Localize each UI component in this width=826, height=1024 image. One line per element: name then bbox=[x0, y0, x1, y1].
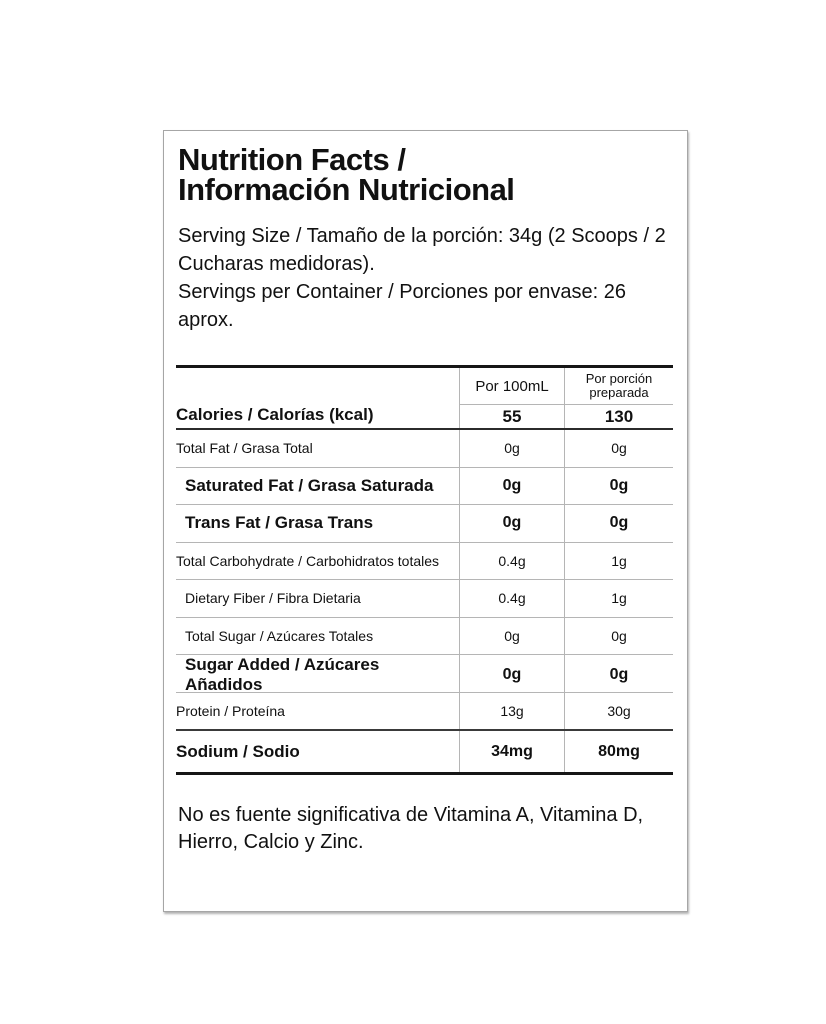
table-row: Dietary Fiber / Fibra Dietaria 0.4g 1g bbox=[176, 580, 673, 618]
per-portion-value: 0g bbox=[564, 467, 673, 504]
per-portion-value: 0g bbox=[564, 430, 673, 467]
table-header: Calories / Calorías (kcal) Por 100mL Por… bbox=[176, 368, 673, 430]
nutrient-rows: Total Fat / Grasa Total 0g 0g Saturated … bbox=[176, 430, 673, 772]
per-100ml-value: 34mg bbox=[459, 731, 564, 772]
label-title-line1: Nutrition Facts / bbox=[178, 142, 406, 177]
column-header-per-portion: Por porción preparada bbox=[564, 368, 673, 405]
nutrient-label: Sugar Added / Azúcares Añadidos bbox=[185, 655, 380, 694]
per-portion-value: 80mg bbox=[564, 731, 673, 772]
table-row: Sodium / Sodio 34mg 80mg bbox=[176, 731, 673, 772]
table-row: Saturated Fat / Grasa Saturada 0g 0g bbox=[176, 467, 673, 505]
servings-per-container-text: Servings per Container / Porciones por e… bbox=[178, 281, 627, 331]
nutrient-label: Total Carbohydrate / Carbohidratos total… bbox=[176, 552, 440, 569]
per-portion-value: 0g bbox=[564, 617, 673, 654]
calories-per-100ml-value: 55 bbox=[459, 405, 564, 428]
nutrient-label: Sodium / Sodio bbox=[176, 741, 300, 761]
column-header-per-100ml: Por 100mL bbox=[459, 368, 564, 405]
nutrient-label: Total Sugar / Azúcares Totales bbox=[185, 627, 374, 644]
calories-label: Calories / Calorías (kcal) bbox=[176, 405, 374, 424]
nutrient-label: Trans Fat / Grasa Trans bbox=[185, 513, 374, 533]
nutrition-label-card: Nutrition Facts / Información Nutriciona… bbox=[163, 130, 688, 912]
per-portion-value: 0g bbox=[564, 505, 673, 542]
label-title-line2: Información Nutricional bbox=[178, 172, 515, 207]
per-100ml-value: 0.4g bbox=[459, 542, 564, 579]
table-row: Total Sugar / Azúcares Totales 0g 0g bbox=[176, 617, 673, 655]
per-100ml-value: 0g bbox=[459, 430, 564, 467]
per-portion-value: 0g bbox=[564, 655, 673, 695]
per-100ml-value: 0g bbox=[459, 617, 564, 654]
nutrient-label: Total Fat / Grasa Total bbox=[176, 440, 313, 457]
per-100ml-value: 0g bbox=[459, 505, 564, 542]
table-row: Total Fat / Grasa Total 0g 0g bbox=[176, 430, 673, 468]
nutrient-label: Protein / Proteína bbox=[176, 702, 285, 719]
label-title: Nutrition Facts / Información Nutriciona… bbox=[178, 142, 673, 207]
nutrient-label: Saturated Fat / Grasa Saturada bbox=[185, 475, 434, 495]
footnote-text: No es fuente significativa de Vitamina A… bbox=[178, 804, 644, 853]
nutrition-table: Calories / Calorías (kcal) Por 100mL Por… bbox=[176, 365, 673, 775]
table-row: Total Carbohydrate / Carbohidratos total… bbox=[176, 542, 673, 580]
serving-info: Serving Size / Tamaño de la porción: 34g… bbox=[178, 222, 677, 334]
per-100ml-value: 0g bbox=[459, 655, 564, 695]
per-100ml-value: 0g bbox=[459, 467, 564, 504]
per-100ml-value: 0.4g bbox=[459, 580, 564, 617]
table-row: Sugar Added / Azúcares Añadidos 0g 0g bbox=[176, 655, 673, 695]
serving-size-text: Serving Size / Tamaño de la porción: 34g… bbox=[178, 225, 666, 275]
per-portion-value: 30g bbox=[564, 692, 673, 729]
table-row: Trans Fat / Grasa Trans 0g 0g bbox=[176, 505, 673, 543]
per-portion-value: 1g bbox=[564, 542, 673, 579]
table-row: Protein / Proteína 13g 30g bbox=[176, 692, 673, 731]
nutrient-label: Dietary Fiber / Fibra Dietaria bbox=[185, 590, 361, 607]
per-100ml-value: 13g bbox=[459, 692, 564, 729]
per-portion-value: 1g bbox=[564, 580, 673, 617]
calories-per-portion-value: 130 bbox=[564, 405, 673, 428]
